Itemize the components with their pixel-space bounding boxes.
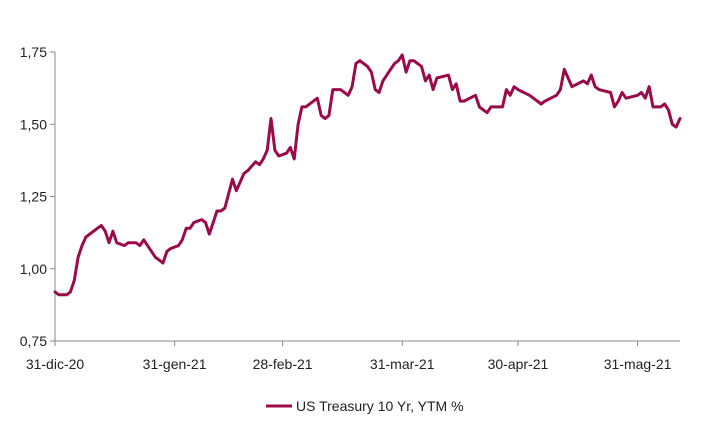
legend-label: US Treasury 10 Yr, YTM %: [296, 398, 464, 414]
x-tick-label: 31-dic-20: [26, 356, 85, 372]
x-tick-label: 31-mar-21: [370, 356, 435, 372]
series-line: [53, 53, 682, 297]
y-ticks: 0,75 1,00 1,25 1,50 1,75: [20, 44, 55, 349]
y-tick-label: 0,75: [20, 333, 47, 349]
x-tick-label: 28-feb-21: [253, 356, 313, 372]
y-tick-label: 1,00: [20, 261, 47, 277]
series-layer: [53, 53, 682, 297]
y-tick-label: 1,25: [20, 189, 47, 205]
x-ticks: 31-dic-20 31-gen-21 28-feb-21 31-mar-21 30-a…: [26, 341, 672, 372]
y-tick-label: 1,50: [20, 116, 47, 132]
legend: US Treasury 10 Yr, YTM %: [266, 398, 464, 414]
y-tick-label: 1,75: [20, 44, 47, 60]
x-tick-label: 31-mag-21: [604, 356, 672, 372]
x-tick-label: 31-gen-21: [143, 356, 207, 372]
x-tick-label: 30-apr-21: [488, 356, 549, 372]
